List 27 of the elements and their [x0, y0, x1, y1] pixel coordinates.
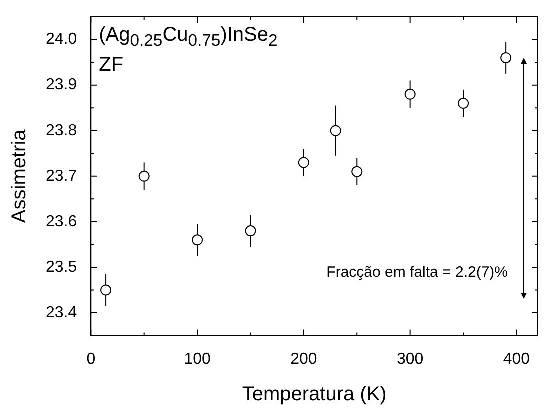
point [330, 125, 342, 136]
point [458, 98, 470, 110]
point [100, 284, 112, 296]
x-tick-label: 200 [290, 350, 318, 368]
annotation: ZF [99, 53, 125, 77]
point [245, 226, 256, 237]
x-tick-label: 400 [503, 350, 530, 368]
point [298, 157, 310, 168]
annotation: (Ag$_{0.25}$Cu$_{0.75}$)InSe$_{2}$ [99, 23, 278, 52]
point [352, 166, 363, 178]
annotation: Fracção em falta = 2.2(7)% [326, 264, 508, 282]
point [404, 88, 416, 100]
point [500, 52, 512, 64]
y-tick-label: 23.8 [46, 122, 78, 140]
point [192, 234, 204, 246]
y-tick-label: 23.6 [46, 213, 78, 230]
x-tick-label: 100 [184, 350, 211, 368]
y-tick-label: 23.7 [46, 168, 78, 185]
point [138, 170, 150, 182]
y-tick-label: 24.0 [46, 31, 78, 48]
y-tick-label: 23.5 [46, 258, 78, 276]
y-axis-title: Assimetria [8, 128, 31, 224]
y-tick-label: 23.9 [46, 76, 78, 94]
x-tick-label: 300 [396, 350, 424, 368]
y-tick-label: 23.4 [46, 304, 78, 322]
x-tick-label: 0 [86, 350, 96, 368]
x-axis-title: Temperatura (K) [242, 384, 387, 406]
